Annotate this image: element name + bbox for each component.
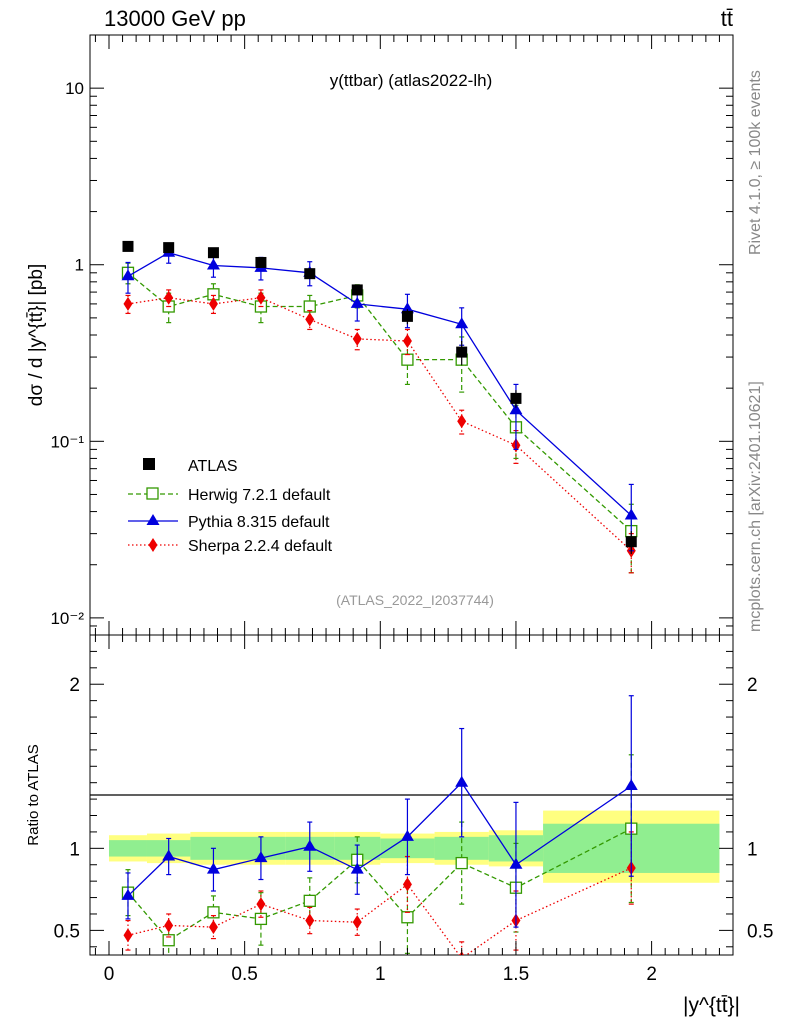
rivet-label: Rivet 4.1.0, ≥ 100k events bbox=[747, 70, 764, 255]
legend-marker-herwig bbox=[146, 487, 159, 500]
ratio-band-inner bbox=[108, 840, 147, 857]
point-atlas bbox=[510, 392, 522, 404]
point-atlas bbox=[625, 536, 637, 548]
point-atlas bbox=[351, 284, 363, 296]
x-axis-ticks: 0 0.5 1 1.5 2 bbox=[94, 35, 734, 985]
x-tick-label: 2 bbox=[646, 964, 657, 985]
series-line-herwig bbox=[127, 272, 632, 532]
ratio-line-pythia bbox=[127, 781, 632, 897]
ratio-series bbox=[121, 695, 638, 955]
ratio-bands bbox=[108, 810, 720, 883]
header-left: 13000 GeV pp bbox=[104, 6, 246, 31]
ratio-point-sherpa bbox=[123, 928, 133, 943]
x-tick-label: 1 bbox=[375, 964, 386, 985]
ratio-point-herwig bbox=[455, 856, 468, 870]
point-sherpa bbox=[208, 296, 218, 311]
legend-marker-sherpa bbox=[148, 538, 158, 552]
ratio-axis-ticks: 2 2 1 1 0.5 0.5 bbox=[54, 650, 773, 948]
point-pythia bbox=[121, 269, 135, 281]
ratio-point-sherpa bbox=[352, 915, 362, 930]
ratio-line-sherpa bbox=[127, 867, 632, 955]
ratio-tick-label-right: 2 bbox=[747, 675, 758, 696]
y-tick-label: 1 bbox=[75, 256, 84, 275]
ratio-point-sherpa bbox=[305, 913, 315, 928]
legend-label-pythia: Pythia 8.315 default bbox=[188, 514, 330, 531]
ratio-point-pythia bbox=[206, 862, 220, 874]
legend-label-herwig: Herwig 7.2.1 default bbox=[188, 487, 331, 504]
point-pythia bbox=[624, 508, 638, 520]
legend-marker-atlas bbox=[143, 458, 155, 470]
point-pythia bbox=[206, 258, 220, 270]
series-line-sherpa bbox=[127, 297, 632, 552]
ratio-point-pythia bbox=[624, 778, 638, 790]
ratio-tick-label: 1 bbox=[69, 839, 80, 860]
x-tick-label: 1.5 bbox=[503, 964, 529, 985]
ratio-frame bbox=[89, 634, 734, 956]
legend-label-atlas: ATLAS bbox=[188, 458, 238, 475]
ratio-tick-label: 2 bbox=[69, 675, 80, 696]
point-atlas bbox=[456, 346, 468, 358]
ratio-panel: Ratio to ATLAS 2 2 1 1 0.5 0.5 bbox=[25, 634, 773, 956]
ratio-tick-label-right: 0.5 bbox=[747, 921, 773, 942]
ratio-point-herwig bbox=[303, 894, 316, 907]
x-axis-label: |y^{tt̄}| bbox=[683, 994, 740, 1017]
point-herwig bbox=[401, 353, 414, 366]
ratio-point-pythia bbox=[400, 829, 414, 841]
ratio-tick-label-right: 1 bbox=[747, 839, 758, 860]
ratio-point-sherpa bbox=[164, 918, 174, 933]
series-line-pythia bbox=[127, 251, 632, 516]
point-sherpa bbox=[164, 290, 174, 305]
legend: ATLAS Herwig 7.2.1 default Pythia 8.315 … bbox=[128, 458, 333, 555]
ratio-point-pythia bbox=[121, 888, 135, 900]
analysis-watermark: (ATLAS_2022_I2037744) bbox=[336, 592, 494, 608]
mcplots-label: mcplots.cern.ch [arXiv:2401.10621] bbox=[747, 381, 764, 632]
x-tick-label: 0 bbox=[104, 964, 115, 985]
point-atlas bbox=[163, 242, 175, 254]
ratio-point-sherpa bbox=[256, 897, 266, 912]
main-panel: y(ttbar) (atlas2022-lh) (ATLAS_2022_I203… bbox=[26, 34, 734, 636]
y-tick-label: 10 bbox=[65, 79, 84, 98]
main-axis-ticks: 10 1 10⁻¹ 10⁻² bbox=[50, 34, 733, 636]
point-pythia bbox=[400, 302, 414, 314]
main-series bbox=[121, 240, 638, 574]
legend-label-sherpa: Sherpa 2.2.4 default bbox=[188, 538, 333, 555]
point-pythia bbox=[455, 317, 469, 329]
header-right: tt̄ bbox=[721, 6, 733, 31]
ratio-point-pythia bbox=[455, 775, 469, 787]
legend-marker-pythia bbox=[146, 514, 160, 525]
ratio-point-pythia bbox=[162, 849, 176, 861]
point-atlas bbox=[401, 310, 413, 322]
point-atlas bbox=[122, 240, 134, 252]
point-pythia bbox=[350, 296, 364, 308]
point-atlas bbox=[255, 256, 267, 268]
ratio-point-pythia bbox=[254, 851, 268, 863]
point-sherpa bbox=[123, 296, 133, 311]
ratio-point-herwig bbox=[207, 906, 220, 919]
y-tick-label: 10⁻¹ bbox=[50, 432, 84, 451]
ratio-point-pythia bbox=[303, 839, 317, 851]
y-axis-label: dσ / d |y^{tt̄}| [pb] bbox=[26, 264, 47, 406]
point-pythia bbox=[509, 403, 523, 415]
ratio-point-pythia bbox=[350, 862, 364, 874]
x-tick-label: 0.5 bbox=[231, 964, 257, 985]
plot-title: y(ttbar) (atlas2022-lh) bbox=[330, 71, 493, 90]
ratio-point-pythia bbox=[509, 857, 523, 869]
ratio-y-label: Ratio to ATLAS bbox=[25, 744, 42, 845]
point-sherpa bbox=[305, 312, 315, 327]
ratio-point-herwig bbox=[254, 912, 268, 926]
ratio-point-sherpa bbox=[402, 877, 412, 892]
ratio-tick-label: 0.5 bbox=[54, 921, 80, 942]
y-tick-label: 10⁻² bbox=[50, 609, 84, 628]
point-sherpa bbox=[402, 333, 412, 348]
point-sherpa bbox=[352, 331, 362, 346]
point-sherpa bbox=[256, 290, 266, 305]
point-sherpa bbox=[457, 414, 467, 429]
point-atlas bbox=[207, 247, 219, 259]
point-atlas bbox=[304, 268, 316, 280]
ratio-point-sherpa bbox=[208, 920, 218, 935]
ratio-point-herwig bbox=[401, 911, 414, 924]
